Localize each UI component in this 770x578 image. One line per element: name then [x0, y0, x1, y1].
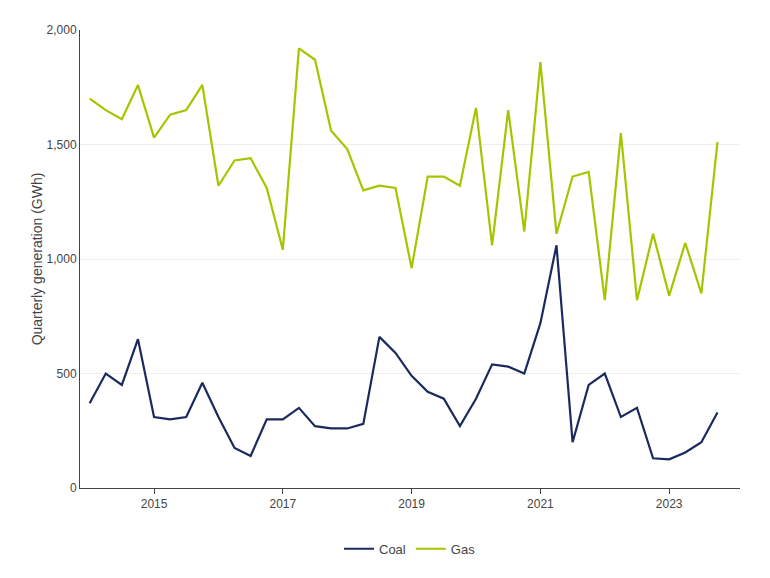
svg-text:500: 500 [57, 367, 77, 381]
svg-text:Gas: Gas [451, 542, 475, 557]
svg-text:Coal: Coal [379, 542, 406, 557]
svg-text:2019: 2019 [398, 497, 425, 511]
svg-text:2,000: 2,000 [47, 23, 77, 37]
svg-text:2021: 2021 [527, 497, 554, 511]
svg-text:1,000: 1,000 [47, 252, 77, 266]
svg-text:2023: 2023 [656, 497, 683, 511]
svg-text:2017: 2017 [269, 497, 296, 511]
svg-text:Quarterly generation (GWh): Quarterly generation (GWh) [29, 173, 45, 346]
svg-text:1,500: 1,500 [47, 138, 77, 152]
svg-text:0: 0 [70, 481, 77, 495]
svg-text:2015: 2015 [141, 497, 168, 511]
